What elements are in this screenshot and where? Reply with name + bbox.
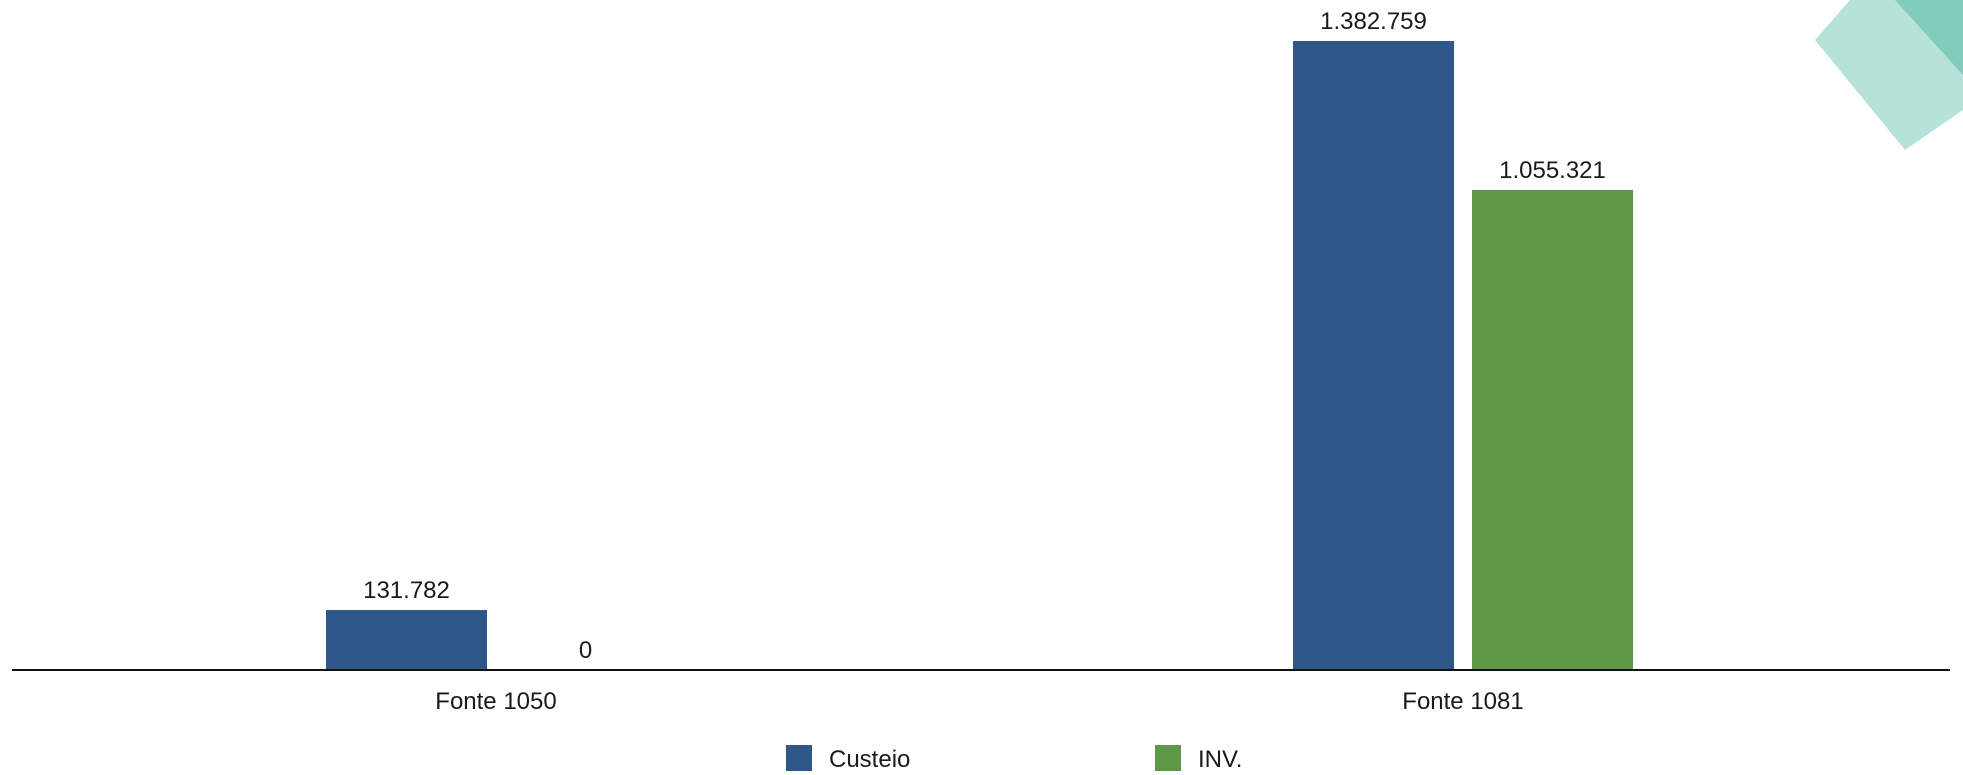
legend-label: INV.	[1198, 746, 1242, 773]
value-label: 1.382.759	[1320, 8, 1427, 35]
x-tick-label: Fonte 1050	[435, 688, 556, 715]
value-labels-group: 131.782 0 1.382.759 1.055.321	[363, 8, 1606, 664]
decoration-shape	[1815, 0, 1963, 150]
legend: Custeio INV.	[786, 745, 1242, 773]
value-label: 0	[579, 637, 592, 664]
legend-swatch	[1155, 745, 1181, 771]
corner-decoration	[1815, 0, 1963, 150]
bar-custeio-1	[1293, 41, 1454, 670]
value-label: 131.782	[363, 577, 450, 604]
value-label: 1.055.321	[1499, 157, 1606, 184]
x-tick-label: Fonte 1081	[1402, 688, 1523, 715]
bar-inv-1	[1472, 189, 1633, 670]
bars-group	[326, 41, 1633, 670]
decoration-shape	[1895, 0, 1963, 75]
bar-custeio-0	[326, 610, 487, 670]
legend-label: Custeio	[829, 746, 910, 773]
x-tick-labels: Fonte 1050 Fonte 1081	[435, 688, 1523, 715]
legend-swatch	[786, 745, 812, 771]
